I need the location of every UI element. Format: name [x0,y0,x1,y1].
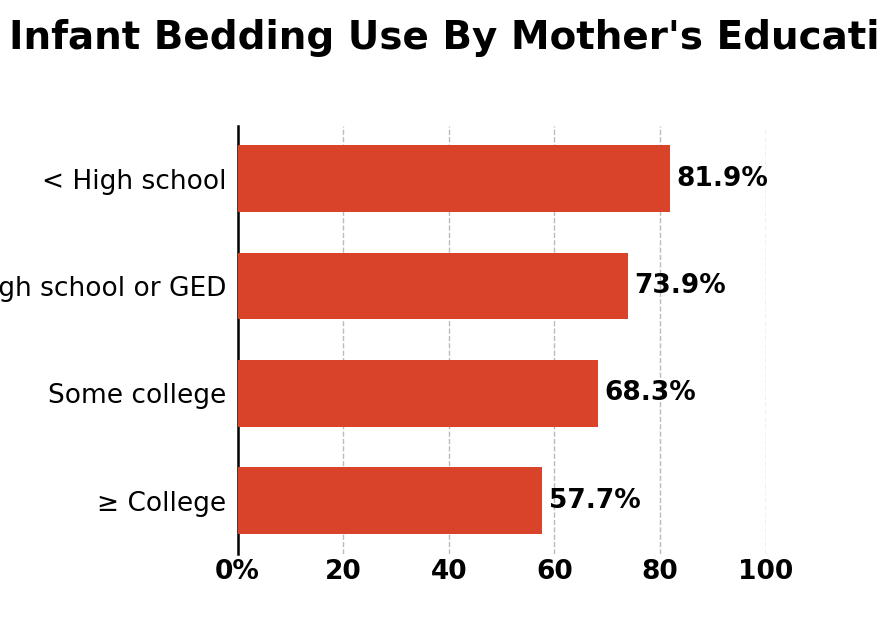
Bar [238,145,670,212]
Text: 73.9%: 73.9% [634,273,726,299]
Bar [238,253,627,320]
Text: 68.3%: 68.3% [605,381,696,406]
Text: 81.9%: 81.9% [677,165,768,192]
Bar [238,360,598,426]
Text: 57.7%: 57.7% [548,487,641,514]
Bar [238,467,542,534]
Text: Infant Bedding Use By Mother's Education: Infant Bedding Use By Mother's Education [9,19,880,57]
